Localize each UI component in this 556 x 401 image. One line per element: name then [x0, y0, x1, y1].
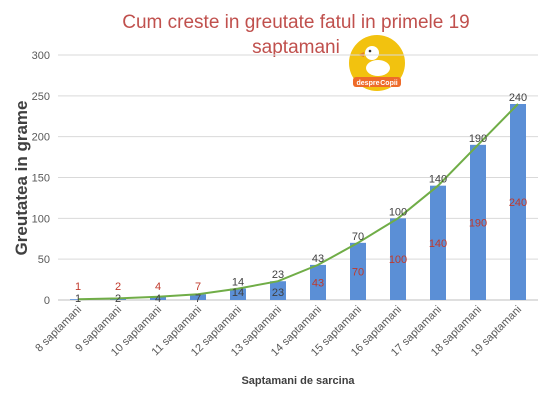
y-tick-label: 250 [32, 91, 50, 103]
bar [510, 104, 526, 300]
data-label: 2 [115, 281, 121, 293]
chart-title-line2: saptamani [252, 37, 340, 58]
data-label: 140 [429, 174, 447, 186]
x-axis-label: Saptamani de sarcina [241, 375, 355, 387]
data-label: 2 [115, 293, 121, 305]
data-label: 70 [352, 231, 364, 243]
bars [70, 104, 526, 300]
logo-text-copii: Copii [380, 80, 398, 87]
logo-text-despre: despre [357, 80, 380, 87]
data-label: 140 [429, 238, 447, 250]
data-label: 7 [195, 281, 201, 293]
data-label: 100 [389, 206, 407, 218]
data-label: 240 [509, 92, 527, 104]
bar [310, 264, 326, 300]
y-tick-label: 200 [32, 132, 50, 144]
bar [390, 218, 406, 300]
data-label: 14 [232, 287, 244, 299]
y-tick-label: 50 [38, 254, 50, 266]
data-label: 240 [509, 197, 527, 209]
duck-icon [358, 46, 390, 76]
data-label: 14 [232, 277, 244, 289]
bar [70, 299, 86, 300]
data-label: 4 [155, 293, 161, 305]
y-axis-label: Greutatea in grame [12, 101, 31, 256]
data-label: 70 [352, 266, 364, 278]
gridlines [58, 54, 538, 301]
bar [470, 144, 486, 300]
data-label: 43 [312, 253, 324, 265]
data-label: 43 [312, 277, 324, 289]
logo: despre Copii [349, 35, 405, 91]
y-tick-label: 100 [32, 213, 50, 225]
data-label: 190 [469, 133, 487, 145]
bar [270, 281, 286, 300]
trend-line [77, 103, 519, 301]
bar [230, 288, 246, 300]
bar [350, 242, 366, 300]
chart-title-line1: Cum creste in greutate fatul in primele … [122, 12, 469, 33]
data-label: 23 [272, 287, 284, 299]
y-tick-labels: 0 50 100 150 200 250 300 [32, 50, 50, 307]
y-tick-label: 150 [32, 173, 50, 185]
bar [150, 296, 166, 300]
data-label: 100 [389, 254, 407, 266]
data-label: 190 [469, 217, 487, 229]
y-tick-label: 300 [32, 50, 50, 62]
data-label: 23 [272, 269, 284, 281]
y-tick-label: 0 [44, 295, 50, 307]
bar [430, 185, 446, 300]
bar [190, 294, 206, 300]
data-label: 4 [155, 281, 161, 293]
data-label: 7 [195, 293, 201, 305]
logo-badge [353, 77, 401, 87]
data-label: 1 [75, 293, 81, 305]
data-label: 1 [75, 281, 81, 293]
